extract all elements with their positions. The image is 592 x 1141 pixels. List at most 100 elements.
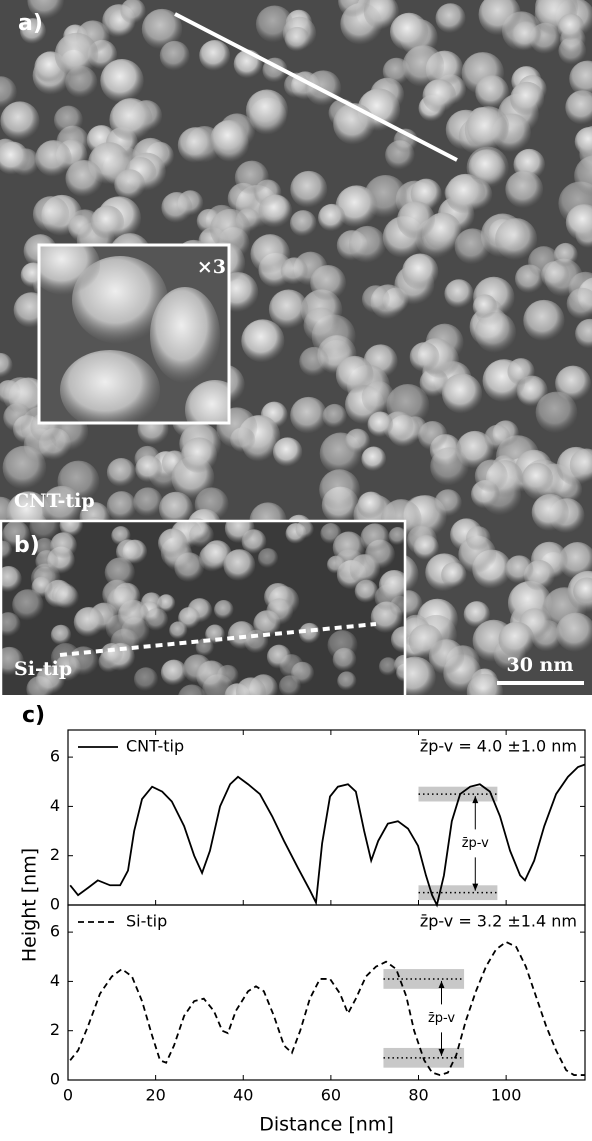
particle: [141, 8, 183, 50]
particle: [0, 352, 13, 378]
particle: [441, 562, 467, 588]
particle: [333, 103, 375, 145]
particle: [345, 428, 370, 454]
particle: [290, 396, 327, 434]
particle: [322, 403, 347, 429]
y-tick-label: 2: [50, 845, 60, 864]
particle: [388, 527, 406, 546]
particle: [557, 13, 585, 41]
particle: [209, 208, 251, 250]
particle: [573, 577, 592, 605]
particle: [318, 203, 346, 232]
particle: [41, 485, 83, 527]
panel-label-a: a): [18, 11, 43, 36]
particle: [68, 646, 99, 676]
particle: [299, 622, 321, 644]
particle: [319, 469, 360, 510]
particle: [234, 160, 269, 195]
legend-label: Si-tip: [126, 912, 167, 931]
particle: [50, 624, 72, 646]
particle: [523, 299, 565, 342]
particle: [120, 0, 146, 24]
particle: [12, 589, 44, 621]
particle: [0, 101, 40, 141]
particle: [0, 76, 17, 109]
inset: [38, 244, 230, 424]
particle: [268, 289, 309, 329]
inset-label: ×3: [197, 256, 226, 278]
particle: [334, 548, 365, 579]
particle: [244, 629, 269, 654]
particle: [558, 542, 592, 580]
particle: [354, 579, 379, 603]
particle: [430, 447, 469, 486]
particle: [454, 228, 491, 265]
particle: [0, 566, 22, 593]
particle: [35, 140, 72, 177]
particle: [397, 201, 436, 240]
particle: [20, 18, 46, 45]
particle: [390, 626, 406, 653]
particle: [241, 319, 285, 363]
x-tick-label: 0: [63, 1086, 73, 1105]
x-tick-label: 80: [408, 1086, 428, 1105]
y-tick-label: 6: [50, 747, 60, 766]
y-tick-label: 4: [50, 796, 60, 815]
particle: [575, 318, 592, 349]
particle: [495, 218, 538, 261]
particle: [54, 32, 99, 77]
particle: [250, 234, 290, 274]
particle: [474, 311, 517, 353]
particle: [210, 119, 249, 159]
particle: [348, 225, 386, 264]
annotation: z̄p-v = 3.2 ±1.4 nm: [420, 912, 577, 931]
particle: [320, 523, 342, 545]
particle: [90, 205, 125, 239]
particle: [290, 170, 328, 208]
particle: [106, 586, 138, 618]
particle: [408, 624, 443, 659]
particle: [472, 294, 498, 319]
particle: [257, 548, 279, 569]
particle: [104, 557, 135, 588]
scale-bar-label: 30 nm: [507, 654, 574, 676]
particle: [465, 526, 491, 551]
panel-b-frame: [0, 519, 407, 699]
x-tick-label: 40: [233, 1086, 253, 1105]
particle: [0, 646, 24, 676]
particle: [0, 612, 21, 637]
particle: [338, 0, 371, 18]
x-tick-label: 100: [491, 1086, 522, 1105]
particle: [29, 520, 60, 542]
particle: [565, 204, 592, 241]
particle: [361, 380, 395, 414]
particle: [157, 594, 176, 613]
y-tick-label: 0: [50, 895, 60, 914]
particle: [106, 458, 136, 487]
particle: [196, 660, 227, 692]
particle: [511, 21, 541, 51]
level-band: [383, 969, 465, 989]
particle: [32, 196, 70, 233]
particle: [169, 621, 188, 640]
arrow-label: z̄p-v: [462, 836, 489, 851]
particle: [35, 549, 59, 574]
particle: [378, 657, 398, 677]
particle: [2, 445, 47, 490]
particle: [409, 342, 440, 372]
particle: [158, 528, 188, 558]
particle: [195, 638, 214, 657]
particle: [445, 173, 486, 214]
particle: [189, 523, 214, 548]
particle: [531, 493, 569, 532]
particle: [214, 600, 234, 620]
particle: [299, 346, 329, 377]
particle: [0, 141, 29, 175]
arrow-head: [438, 1048, 445, 1056]
particle: [363, 0, 399, 30]
particle: [367, 411, 394, 438]
particle: [402, 253, 439, 290]
particle: [266, 598, 294, 626]
particle: [310, 265, 346, 301]
particle: [51, 583, 78, 609]
